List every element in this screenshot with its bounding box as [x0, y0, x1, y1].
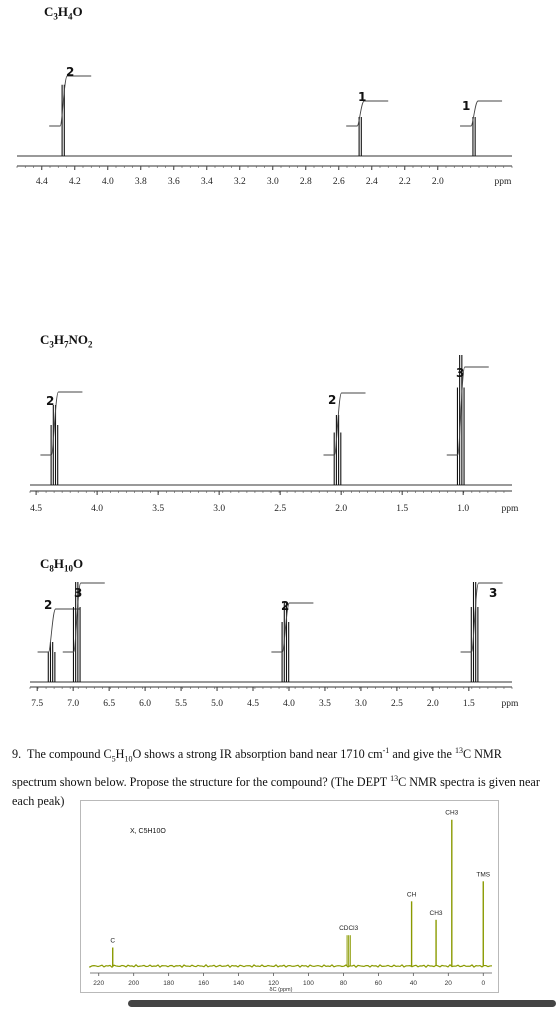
integration-label: 2: [281, 599, 289, 613]
x-tick-label: 2.0: [427, 699, 439, 709]
question-9: 9. The compound C5H10O shows a strong IR…: [12, 741, 547, 811]
integration-label: 3: [74, 586, 82, 600]
x-tick-label: 4.2: [69, 177, 81, 187]
x-tick-label: 3.6: [168, 177, 180, 187]
x-tick-label: 6.5: [103, 699, 115, 709]
x-tick-label: 4.0: [283, 699, 295, 709]
x-tick-label: 2.0: [335, 504, 347, 514]
x-tick-label: 7.0: [67, 699, 79, 709]
integration-curve: [460, 100, 503, 127]
c13-baseline: [89, 963, 493, 969]
x-tick-label: 3.0: [267, 177, 279, 187]
horizontal-scrollbar[interactable]: [128, 1000, 556, 1007]
spectrum-2-title: C3H7NO2: [40, 332, 93, 350]
x-tick-label: 2.0: [432, 177, 444, 187]
spectrum-3-title: C8H10O: [40, 556, 84, 574]
question-sup: -1: [382, 746, 390, 755]
x-tick-label: 5.0: [211, 699, 223, 709]
c13-x-tick-label: 200: [128, 980, 139, 987]
question-text: H: [115, 747, 125, 762]
integration-curve: [323, 392, 366, 456]
x-axis-unit: ppm: [502, 504, 520, 514]
integration-curve: [62, 582, 105, 653]
integration-curve: [37, 608, 80, 653]
x-tick-label: 4.5: [247, 699, 259, 709]
integration-curve: [446, 366, 489, 456]
c13-x-tick-label: 60: [375, 980, 383, 987]
c13-x-axis-label: δC (ppm): [270, 987, 293, 993]
c13-peak-label: CH: [407, 891, 417, 898]
c13-x-tick-label: 100: [303, 980, 314, 987]
c13-title: X, C5H10O: [130, 828, 166, 835]
integration-label: 3: [489, 586, 497, 600]
x-axis-unit: ppm: [502, 699, 520, 709]
c13-peak-label: TMS: [476, 871, 490, 878]
x-tick-label: 2.6: [333, 177, 345, 187]
c13-x-tick-label: 40: [410, 980, 418, 987]
x-tick-label: 3.5: [152, 504, 164, 514]
x-tick-label: 5.5: [175, 699, 187, 709]
x-axis-unit: ppm: [495, 177, 513, 187]
x-tick-label: 2.2: [399, 177, 411, 187]
integration-label: 1: [358, 90, 366, 104]
x-tick-label: 3.8: [135, 177, 147, 187]
question-sup: 13: [454, 746, 463, 755]
c13-x-tick-label: 80: [340, 980, 348, 987]
question-text: and give the: [389, 747, 455, 762]
c13-x-tick-label: 0: [481, 980, 485, 987]
integration-label: 2: [66, 65, 74, 79]
integration-label: 2: [328, 393, 336, 407]
x-tick-label: 7.5: [31, 699, 43, 709]
c13-peak-label: CDCl3: [339, 925, 359, 932]
integration-curve: [49, 75, 92, 127]
question-text: C NMR spectra is given near each peak): [12, 774, 540, 808]
integration-label: 1: [462, 99, 470, 113]
c13-x-tick-label: 220: [93, 980, 104, 987]
question-text: The compound C: [27, 747, 112, 762]
integration-label: 3: [456, 366, 464, 380]
c13-peak-label: CH3: [430, 910, 443, 917]
c13-x-tick-label: 160: [198, 980, 209, 987]
c13-spectrum-frame: [80, 800, 499, 993]
integration-curve: [460, 582, 503, 653]
x-tick-label: 3.0: [213, 504, 225, 514]
x-tick-label: 4.5: [30, 504, 42, 514]
x-tick-label: 3.4: [201, 177, 213, 187]
c13-x-tick-label: 120: [268, 980, 279, 987]
question-sup: 13: [390, 773, 399, 783]
x-tick-label: 4.0: [102, 177, 114, 187]
integration-curve: [40, 391, 83, 456]
question-number: 9.: [12, 747, 22, 762]
spectrum-1-title: C3H4O: [44, 4, 83, 22]
x-tick-label: 4.0: [91, 504, 103, 514]
integration-label: 2: [46, 394, 54, 408]
x-tick-label: 2.4: [366, 177, 378, 187]
x-tick-label: 3.5: [319, 699, 331, 709]
x-tick-label: 1.5: [396, 504, 408, 514]
x-tick-label: 6.0: [139, 699, 151, 709]
c13-x-tick-label: 180: [163, 980, 174, 987]
x-tick-label: 2.8: [300, 177, 312, 187]
c13-x-tick-label: 140: [233, 980, 244, 987]
x-tick-label: 4.4: [36, 177, 48, 187]
integration-curve: [271, 602, 314, 653]
x-tick-label: 3.2: [234, 177, 246, 187]
x-tick-label: 3.0: [355, 699, 367, 709]
x-tick-label: 1.5: [463, 699, 475, 709]
c13-peak-label: CH3: [445, 810, 458, 817]
x-tick-label: 2.5: [274, 504, 286, 514]
question-text: C NMR spectrum shown below. Propose the …: [12, 747, 502, 789]
x-tick-label: 2.5: [391, 699, 403, 709]
question-sub: 10: [124, 754, 133, 764]
question-sub: 5: [111, 754, 116, 764]
integration-curve: [346, 100, 389, 127]
integration-label: 2: [44, 598, 52, 612]
c13-peak-label: C: [110, 938, 115, 945]
question-text: O shows a strong IR absorption band near…: [132, 747, 383, 762]
x-tick-label: 1.0: [457, 504, 469, 514]
c13-x-tick-label: 20: [445, 980, 453, 987]
